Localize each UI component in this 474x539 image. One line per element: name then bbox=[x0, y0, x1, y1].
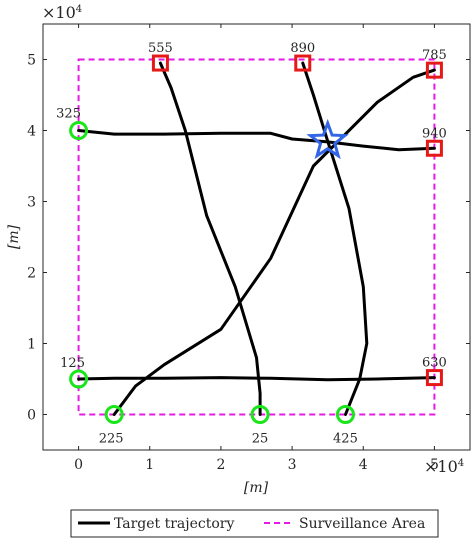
y-tick-label-1: 1 bbox=[27, 337, 36, 353]
trajectory-line-3 bbox=[158, 61, 262, 416]
start-marker-25 bbox=[250, 405, 270, 424]
legend-box bbox=[70, 509, 439, 538]
x-tick-label-3: 3 bbox=[288, 457, 297, 473]
start-marker-425 bbox=[335, 405, 355, 424]
start-label-425: 425 bbox=[333, 432, 358, 447]
end-label-940: 940 bbox=[422, 126, 447, 141]
start-marker-225 bbox=[104, 405, 124, 424]
x-tick-label-0: 0 bbox=[74, 457, 83, 473]
y-tick-label-0: 0 bbox=[27, 408, 36, 424]
trajectory-line-5 bbox=[112, 68, 436, 416]
surveillance-area bbox=[77, 58, 436, 416]
trajectory-line-2 bbox=[77, 376, 436, 382]
end-label-555: 555 bbox=[148, 41, 173, 56]
start-marker-325 bbox=[69, 121, 89, 140]
end-marker-785 bbox=[425, 61, 443, 79]
x-exponent-label: ×104 bbox=[424, 457, 464, 476]
end-marker-630 bbox=[425, 369, 443, 387]
legend-label-trajectory: Target trajectory bbox=[114, 516, 234, 532]
x-tick-label-4: 4 bbox=[359, 457, 368, 473]
y-exponent-label: ×104 bbox=[42, 3, 82, 22]
y-tick-label-5: 5 bbox=[27, 53, 36, 69]
end-label-630: 630 bbox=[422, 356, 447, 371]
plot-area bbox=[42, 23, 471, 451]
start-label-225: 225 bbox=[99, 432, 124, 447]
x-tick-label-2: 2 bbox=[216, 457, 225, 473]
legend-label-surveillance: Surveillance Area bbox=[299, 516, 425, 532]
y-tick-label-2: 2 bbox=[27, 266, 36, 282]
legend: Target trajectory Surveillance Area bbox=[70, 509, 439, 538]
trajectory-line-4 bbox=[301, 61, 369, 416]
y-tick-label-3: 3 bbox=[27, 195, 36, 211]
start-label-125: 125 bbox=[60, 356, 85, 371]
y-tick-label-4: 4 bbox=[27, 124, 36, 140]
x-axis-label: [m] bbox=[244, 480, 269, 496]
start-marker-125 bbox=[69, 369, 89, 389]
start-label-25: 25 bbox=[252, 432, 269, 447]
x-tick-label-5: 5 bbox=[430, 457, 439, 473]
trajectory-line-1 bbox=[77, 129, 436, 152]
end-label-785: 785 bbox=[422, 48, 447, 63]
start-label-325: 325 bbox=[56, 107, 81, 122]
y-axis-label: [m] bbox=[6, 224, 22, 249]
end-marker-940 bbox=[425, 139, 443, 157]
end-marker-555 bbox=[151, 54, 169, 72]
end-marker-890 bbox=[294, 54, 312, 72]
end-label-890: 890 bbox=[290, 41, 315, 56]
x-tick-label-1: 1 bbox=[145, 457, 154, 473]
star-marker bbox=[306, 118, 349, 160]
